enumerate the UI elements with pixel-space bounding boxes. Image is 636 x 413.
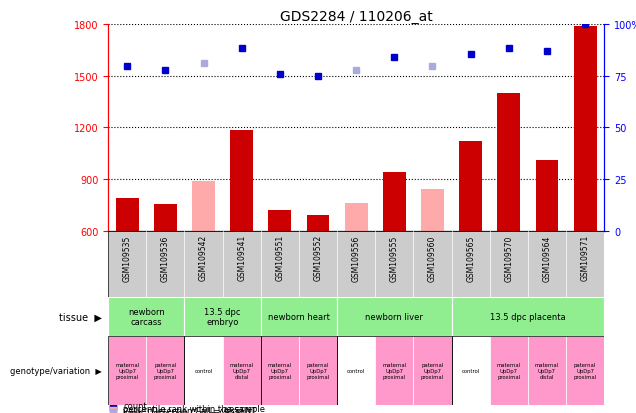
Bar [192,181,215,231]
Text: maternal
UpDp7
distal: maternal UpDp7 distal [535,362,559,379]
Text: GSM109560: GSM109560 [428,235,437,281]
Title: GDS2284 / 110206_at: GDS2284 / 110206_at [280,10,432,24]
Text: maternal
UpDp7
proximal: maternal UpDp7 proximal [115,362,139,379]
Bar [146,337,184,405]
Bar [108,337,146,405]
Bar [566,337,604,405]
Text: GSM109564: GSM109564 [543,235,551,281]
Bar [383,173,406,231]
Text: control: control [462,368,480,373]
Text: tissue  ▶: tissue ▶ [59,312,102,322]
Bar [452,297,604,337]
Text: GSM109536: GSM109536 [161,235,170,281]
Text: GSM109571: GSM109571 [581,235,590,281]
Text: percentile rank within the sample: percentile rank within the sample [123,404,265,413]
Text: GSM109541: GSM109541 [237,235,246,281]
Text: GSM109552: GSM109552 [314,235,322,281]
Bar [337,337,375,405]
Bar [490,337,528,405]
Text: paternal
UpDp7
proximal: paternal UpDp7 proximal [307,362,329,379]
Bar [108,297,184,337]
Text: GSM109565: GSM109565 [466,235,475,281]
Text: GSM109542: GSM109542 [199,235,208,281]
Bar [528,337,566,405]
Bar [574,26,597,231]
Text: count: count [123,401,147,411]
Bar [154,204,177,231]
Text: maternal
UpDp7
proximal: maternal UpDp7 proximal [497,362,521,379]
Text: control: control [195,368,212,373]
Bar [421,190,444,231]
Text: paternal
UpDp7
proximal: paternal UpDp7 proximal [421,362,444,379]
Bar [268,211,291,231]
Text: maternal
UpDp7
proximal: maternal UpDp7 proximal [268,362,292,379]
Bar [299,337,337,405]
Bar [307,216,329,231]
Bar [184,297,261,337]
Text: genotype/variation  ▶: genotype/variation ▶ [10,366,102,375]
Bar [345,204,368,231]
Text: paternal
UpDp7
proximal: paternal UpDp7 proximal [154,362,177,379]
Text: maternal
UpDp7
distal: maternal UpDp7 distal [230,362,254,379]
Bar [375,337,413,405]
Bar [230,131,253,231]
Text: 13.5 dpc placenta: 13.5 dpc placenta [490,313,565,321]
Text: newborn heart: newborn heart [268,313,330,321]
Bar [261,297,337,337]
Text: value, Detection Call = ABSENT: value, Detection Call = ABSENT [123,406,256,413]
Bar [261,337,299,405]
Bar [459,142,482,231]
Bar [497,94,520,231]
Text: 13.5 dpc
embryo: 13.5 dpc embryo [204,307,241,327]
Bar [116,199,139,231]
Text: GSM109535: GSM109535 [123,235,132,281]
Text: newborn liver: newborn liver [366,313,423,321]
Bar [337,297,452,337]
Text: GSM109570: GSM109570 [504,235,513,281]
Text: rank, Detection Call = ABSENT: rank, Detection Call = ABSENT [123,408,252,413]
Bar [452,337,490,405]
Text: GSM109555: GSM109555 [390,235,399,281]
Bar [536,161,558,231]
Text: maternal
UpDp7
proximal: maternal UpDp7 proximal [382,362,406,379]
Text: paternal
UpDp7
proximal: paternal UpDp7 proximal [574,362,597,379]
Bar [223,337,261,405]
Text: newborn
carcass: newborn carcass [128,307,165,327]
Bar [184,337,223,405]
Bar [413,337,452,405]
Text: control: control [347,368,365,373]
Text: GSM109556: GSM109556 [352,235,361,281]
Text: GSM109551: GSM109551 [275,235,284,281]
